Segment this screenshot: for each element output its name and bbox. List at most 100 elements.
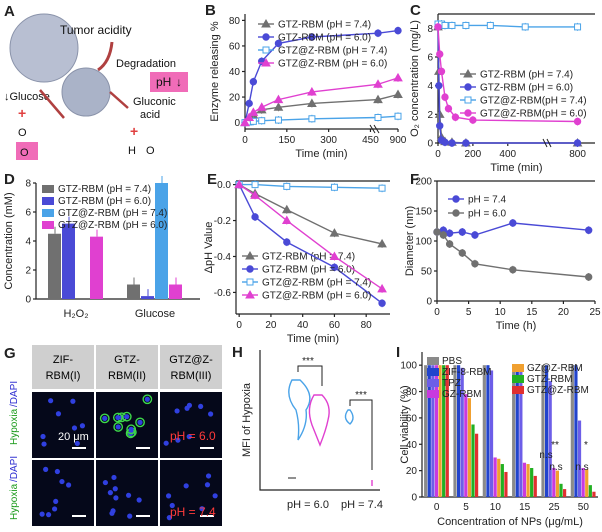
data-point [273, 94, 284, 104]
data-point [261, 18, 271, 28]
x-tick-label: 5 [466, 307, 472, 318]
data-point [463, 68, 473, 78]
data-point [374, 114, 382, 121]
x-tick-label: 80 [361, 320, 373, 331]
data-point [373, 94, 383, 104]
y-tick-label: 60 [229, 41, 241, 52]
axes [259, 350, 380, 491]
legend-swatch [42, 221, 54, 229]
data-point [452, 209, 460, 217]
data-point [258, 117, 266, 125]
legend-swatch [42, 185, 54, 193]
svg-text:RBM(III): RBM(III) [171, 370, 212, 382]
nanoparticle-large-icon [9, 13, 79, 83]
y-axis-label: Concentration (mM) [3, 192, 15, 289]
panel-letter-f: F [410, 171, 419, 188]
violin [308, 394, 330, 447]
svg-text:ZIF-: ZIF- [53, 354, 73, 366]
bar [530, 468, 534, 497]
data-point [464, 96, 472, 104]
bar [541, 365, 545, 497]
legend-swatch [427, 368, 439, 376]
data-point [249, 78, 258, 86]
data-point [448, 139, 456, 147]
bar [500, 464, 504, 497]
x-tick-label: 900 [390, 135, 407, 146]
legend-label: pH = 7.4 [468, 195, 507, 206]
legend-label: GTZ-RBM (pH = 6.0) [58, 196, 151, 207]
data-point [329, 228, 340, 237]
y-axis-label: ΔpH Value [203, 222, 215, 274]
sig-label: n.s [549, 462, 562, 473]
cell-nucleus [45, 512, 52, 518]
x-category-label: pH = 7.4 [341, 499, 383, 511]
cell-nucleus [54, 468, 60, 475]
data-point [283, 238, 291, 246]
series-line [239, 183, 383, 189]
data-point [458, 228, 466, 236]
y-tick-label: 2 [427, 110, 433, 121]
y-tick-label: 20 [406, 466, 418, 477]
x-category-label: Glucose [135, 308, 175, 320]
data-point [574, 23, 582, 31]
bar [445, 365, 449, 497]
legend-label: pH = 6.0 [468, 209, 507, 220]
x-category-label: 25 [548, 502, 560, 513]
data-point [573, 117, 582, 126]
y-axis-label: Enzyme releasing % [209, 21, 221, 121]
panel-letter-h: H [232, 344, 243, 361]
cell-nucleus [115, 414, 121, 421]
svg-text:↓: ↓ [176, 75, 182, 89]
data-point [281, 204, 292, 214]
data-point [256, 102, 267, 111]
y-tick-label: 50 [421, 267, 433, 278]
y-tick-label: -0.4 [214, 252, 232, 263]
sig-label: *** [355, 390, 367, 401]
panel-letter-e: E [207, 171, 217, 188]
sig-bracket [297, 365, 323, 386]
cell-nucleus [40, 433, 46, 440]
x-axis-label: Time (min) [295, 148, 347, 160]
y-tick-label: -0.6 [214, 288, 232, 299]
bar [442, 365, 446, 497]
cell-nucleus [39, 511, 45, 517]
cell-nucleus [112, 486, 118, 492]
data-point [469, 116, 477, 124]
data-point [330, 263, 339, 271]
panel-letter-b: B [205, 2, 216, 19]
legend-label: PBS [442, 356, 462, 367]
data-point [435, 81, 443, 90]
nanoparticle-small-icon [61, 67, 111, 117]
bar [90, 236, 103, 299]
cell-hypoxia [99, 413, 110, 424]
cell-nucleus [169, 502, 175, 509]
bar [563, 489, 567, 497]
data-point [250, 190, 260, 199]
y-axis-label: O₂ concentration (mg/L) [409, 20, 421, 137]
bar [438, 365, 442, 497]
data-point [262, 33, 270, 41]
chart-d: D 0 2 4 6 8 Concentration (mM) H₂O₂ Glucose GTZ-R… [3, 171, 200, 320]
legend-label: GTZ@Z-RBM (pH = 6.0) [262, 291, 371, 302]
cell-nucleus [55, 411, 62, 417]
data-point [573, 139, 582, 147]
data-point [433, 228, 441, 236]
axis-break-icon [542, 138, 552, 148]
cell-nucleus [165, 493, 172, 499]
svg-text:Hypoxia: Hypoxia [9, 483, 20, 520]
legend-label: GZ@Z-RBM [527, 363, 583, 374]
data-point [374, 29, 382, 37]
bar [515, 365, 519, 497]
x-tick-label: 25 [589, 307, 601, 318]
data-point [464, 109, 472, 117]
label-h2o: H [128, 145, 136, 157]
cell-nucleus [110, 508, 116, 514]
data-point [471, 231, 479, 239]
data-point [393, 72, 403, 82]
cell-nucleus [111, 474, 117, 481]
x-tick-label: 450 [362, 135, 379, 146]
data-point [378, 299, 386, 307]
cell-nucleus [124, 414, 130, 420]
label-degradation: Degradation [116, 58, 176, 70]
